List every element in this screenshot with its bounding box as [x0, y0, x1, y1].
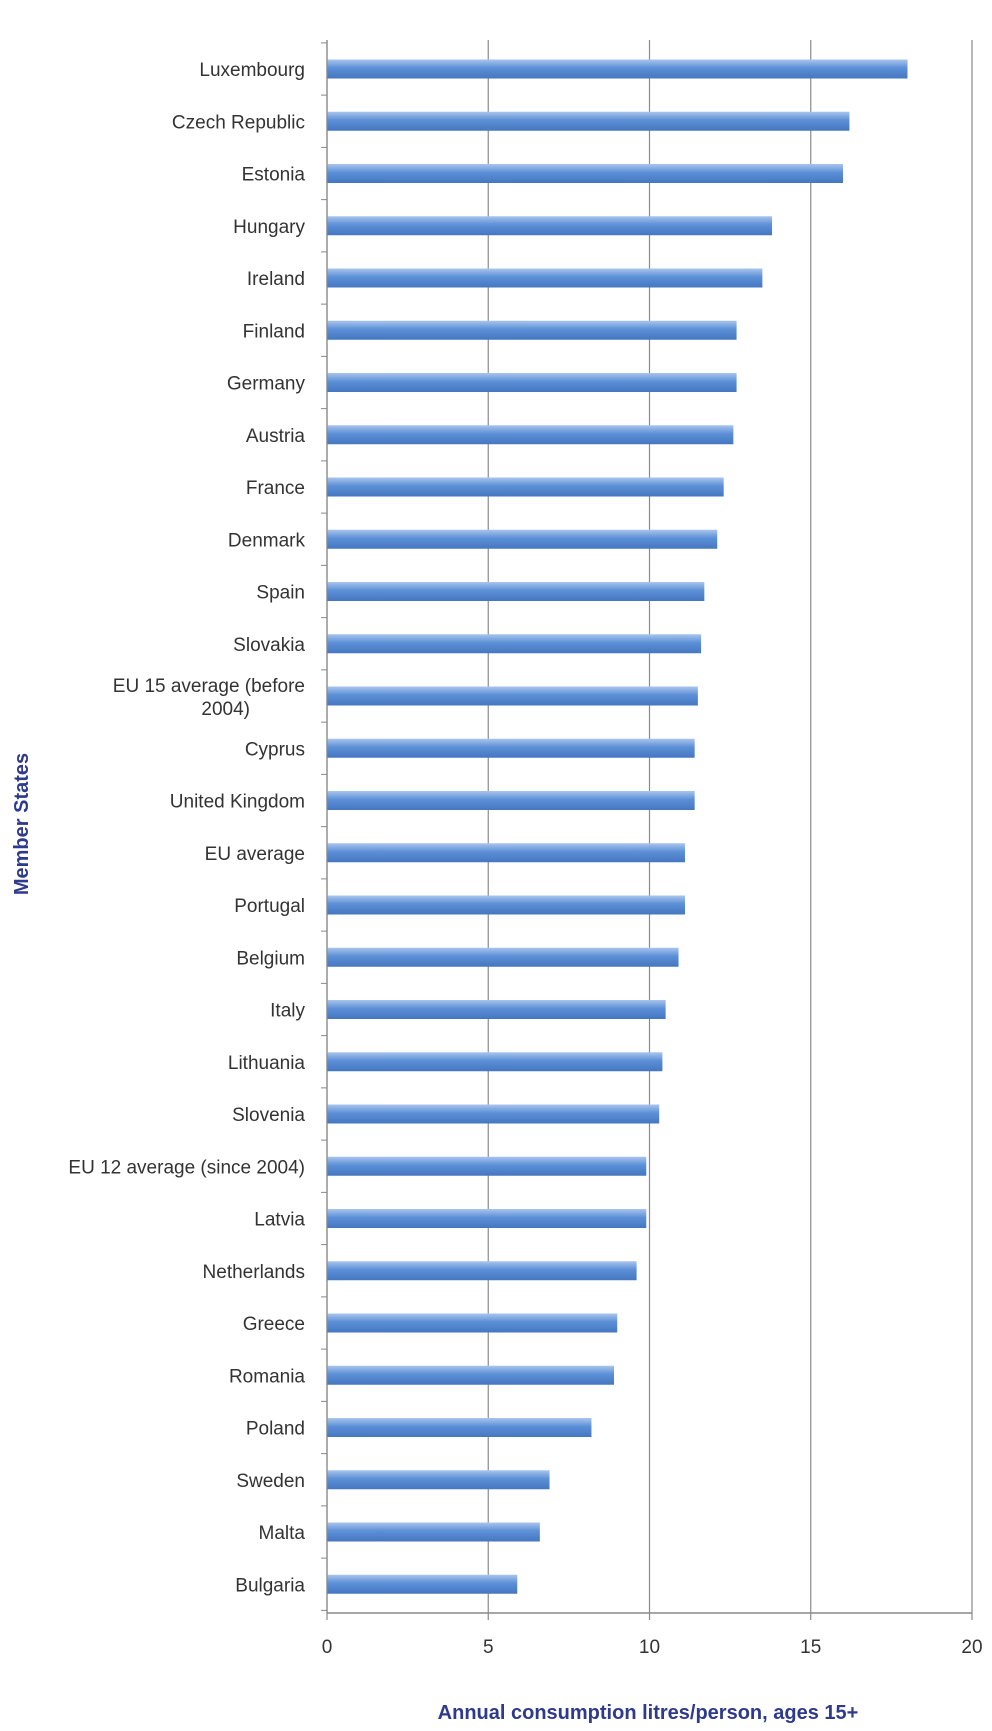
category-label: Belgium — [236, 948, 305, 969]
category-label: Czech Republic — [172, 112, 305, 133]
bar — [327, 843, 685, 863]
bar — [327, 738, 695, 758]
bar — [327, 1052, 663, 1072]
category-label: Ireland — [247, 269, 305, 290]
bar — [327, 1156, 647, 1176]
bar — [327, 59, 908, 79]
gridlines — [487, 40, 973, 1613]
bar — [327, 425, 734, 445]
bar — [327, 947, 679, 967]
bar — [327, 1418, 592, 1437]
category-label: Spain — [256, 583, 305, 604]
category-label: Slovenia — [232, 1105, 305, 1126]
bar — [327, 1522, 540, 1542]
category-label: Italy — [270, 1001, 305, 1022]
category-label: Latvia — [254, 1210, 305, 1231]
x-axis-title: Annual consumption litres/person, ages 1… — [438, 1702, 859, 1724]
bar — [327, 216, 773, 236]
bar — [327, 1470, 550, 1490]
category-label: EU 12 average (since 2004) — [68, 1157, 305, 1178]
category-labels: Luxembourg Czech Republic Estonia Hungary Ir… — [68, 60, 305, 1596]
bar — [327, 1209, 647, 1228]
bar — [327, 634, 702, 654]
category-label: Sweden — [236, 1471, 305, 1492]
category-label: Portugal — [234, 896, 305, 917]
bar — [327, 1000, 666, 1019]
bar — [327, 1313, 618, 1333]
x-tick-label: 15 — [800, 1637, 821, 1658]
bar — [327, 895, 685, 915]
x-tick-labels: 0 5 10 15 20 — [322, 1637, 983, 1658]
category-label: Poland — [246, 1419, 305, 1440]
bar — [327, 582, 705, 601]
x-tick-label: 5 — [483, 1637, 494, 1658]
category-label: EU 15 average (before 2004) — [113, 676, 305, 720]
axes — [321, 40, 973, 1620]
category-label: EU average — [205, 844, 305, 865]
bar — [327, 791, 695, 810]
bar — [327, 1104, 660, 1124]
category-label: Bulgaria — [235, 1575, 305, 1596]
category-label: Slovakia — [233, 635, 305, 656]
category-label: Finland — [243, 321, 305, 342]
bar — [327, 686, 698, 706]
category-label: Austria — [246, 426, 306, 447]
category-label: Greece — [243, 1314, 305, 1335]
category-label: France — [246, 478, 305, 499]
bar — [327, 320, 737, 340]
bars — [327, 59, 908, 1594]
x-tick-label: 10 — [639, 1637, 660, 1658]
bar — [327, 529, 718, 549]
category-label: Lithuania — [228, 1053, 306, 1074]
category-label: Luxembourg — [199, 60, 305, 81]
bar — [327, 477, 724, 497]
category-label: Malta — [259, 1523, 306, 1544]
bar — [327, 373, 737, 392]
bar — [327, 1574, 518, 1594]
bar — [327, 1365, 615, 1385]
category-label: Romania — [229, 1366, 305, 1387]
category-label: United Kingdom — [170, 792, 305, 813]
x-tick-label: 20 — [961, 1637, 982, 1658]
bar — [327, 268, 763, 288]
x-tick-label: 0 — [322, 1637, 333, 1658]
y-axis-title: Member States — [11, 753, 33, 895]
category-label: Hungary — [233, 217, 305, 238]
category-label: Netherlands — [203, 1262, 305, 1283]
category-label: Cyprus — [245, 739, 305, 760]
bar — [327, 164, 843, 183]
bar — [327, 111, 850, 131]
category-label: Estonia — [242, 165, 306, 186]
bar — [327, 1261, 637, 1281]
category-label: Germany — [227, 374, 306, 395]
category-label: Denmark — [228, 530, 306, 551]
